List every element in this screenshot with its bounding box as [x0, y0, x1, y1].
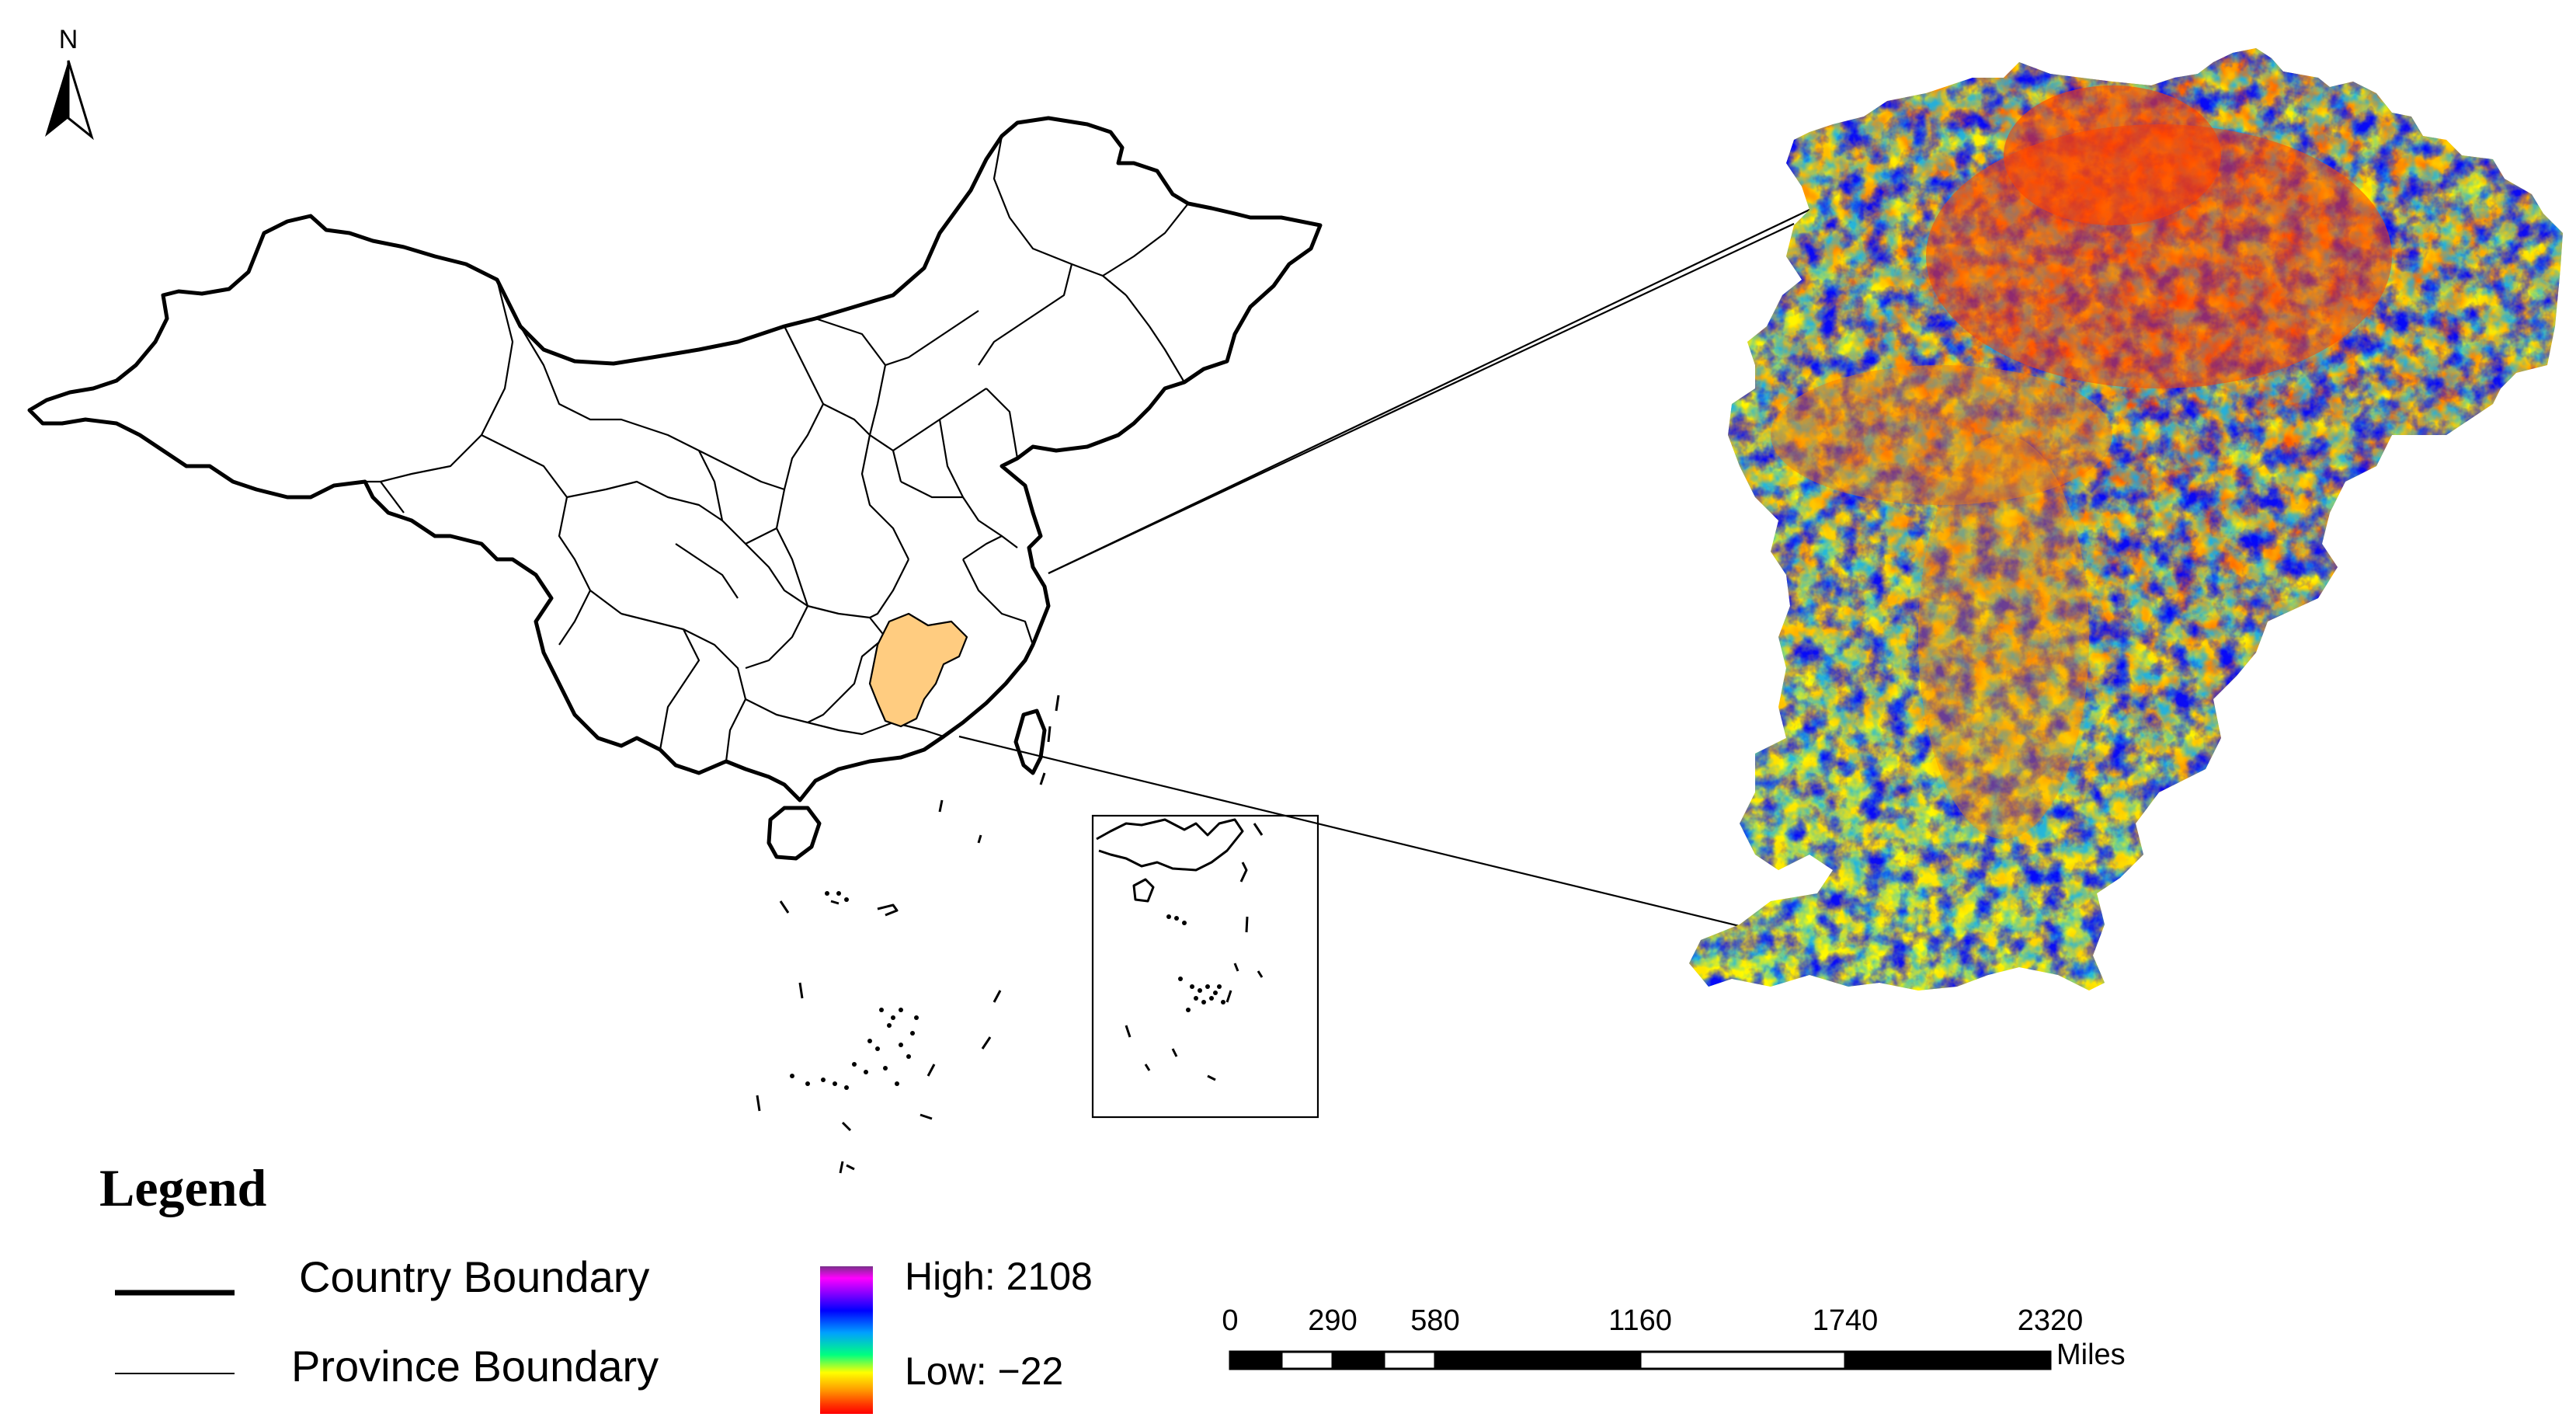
- dem-valley-south: [1918, 435, 2089, 839]
- scale-bar-segment: [1331, 1350, 1385, 1370]
- elevation-high-label: High: 2108: [905, 1255, 1093, 1298]
- scale-bar-segment: [1280, 1350, 1334, 1370]
- country-boundary: [27, 116, 1323, 803]
- north-arrow-label: N: [59, 25, 78, 54]
- scale-bar-tick-label: 580: [1410, 1304, 1459, 1337]
- scale-bar-segment: [1229, 1350, 1283, 1370]
- hainan-island: [767, 806, 822, 861]
- scale-bar-segment: [1639, 1350, 1847, 1370]
- north-arrow-right-half: [67, 60, 94, 141]
- spratly-dots: [790, 891, 919, 1090]
- inset-frame: [1091, 814, 1319, 1119]
- province-boundary-label: Province Boundary: [291, 1342, 659, 1391]
- south-china-sea-inset: [1091, 814, 1319, 1119]
- elevation-low-label: Low: −22: [905, 1349, 1063, 1393]
- scale-bar-tick-label: 2320: [2018, 1304, 2084, 1337]
- province-boundaries: [365, 135, 1189, 762]
- legend: Legend Country Boundary Province Boundar…: [99, 1158, 1093, 1414]
- province-dem-map: [1689, 48, 2563, 991]
- country-boundary-label: Country Boundary: [299, 1252, 649, 1301]
- taiwan-island: [1013, 708, 1047, 775]
- north-arrow: N: [45, 25, 94, 141]
- scale-bar-tick-label: 0: [1222, 1304, 1238, 1337]
- scale-bar-tick-label: 1740: [1813, 1304, 1879, 1337]
- highlighted-province: [868, 612, 968, 728]
- dem-valley-west: [1771, 365, 2112, 505]
- south-china-sea-islands: [756, 695, 1060, 1171]
- connector-line-bottom: [958, 735, 1855, 956]
- scale-bar-unit: Miles: [2056, 1339, 2126, 1371]
- scale-bar-segment: [1382, 1350, 1437, 1370]
- scale-bar: 0 290 580 1160 1740 2320 Miles: [1222, 1304, 2125, 1371]
- china-map: [27, 116, 1323, 1174]
- scale-bar-tick-label: 1160: [1608, 1304, 1672, 1337]
- scale-bar-segment: [1844, 1350, 2052, 1370]
- legend-title: Legend: [99, 1158, 267, 1217]
- elevation-color-ramp: [820, 1266, 873, 1414]
- dem-lake-basin: [2004, 85, 2221, 225]
- scale-bar-tick-label: 290: [1308, 1304, 1357, 1337]
- north-arrow-left-half: [45, 61, 68, 137]
- connector-line-top-inner: [1048, 223, 1795, 574]
- scale-bar-segment: [1434, 1350, 1642, 1370]
